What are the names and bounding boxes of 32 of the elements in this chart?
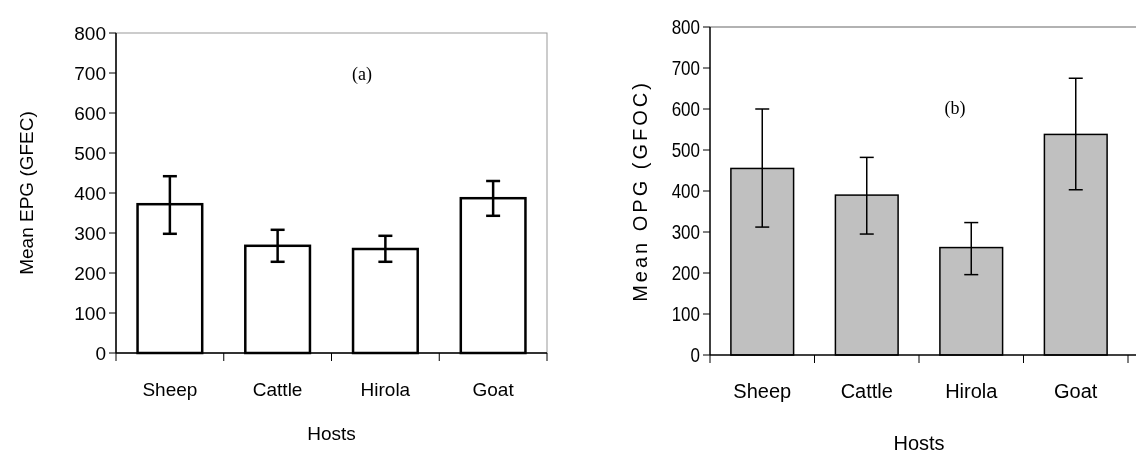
y-tick-label: 800 bbox=[671, 15, 700, 39]
x-tick-label: Cattle bbox=[840, 380, 893, 402]
y-tick-label: 400 bbox=[74, 182, 106, 204]
annotation: (b) bbox=[944, 98, 966, 119]
x-tick-label: Hirola bbox=[945, 380, 999, 402]
y-tick-label: 100 bbox=[74, 302, 106, 324]
annotation: (a) bbox=[352, 64, 372, 85]
y-tick-label: 300 bbox=[74, 222, 106, 244]
x-tick-label: Goat bbox=[472, 379, 515, 400]
x-tick-label: Sheep bbox=[142, 379, 198, 400]
x-axis-title: Hosts bbox=[307, 423, 356, 444]
x-tick-label: Goat bbox=[1054, 380, 1098, 402]
y-tick-label: 0 bbox=[95, 342, 106, 364]
x-tick-label: Cattle bbox=[252, 379, 303, 400]
y-tick-label: 0 bbox=[690, 343, 700, 367]
y-tick-label: 500 bbox=[74, 142, 106, 164]
y-tick-label: 100 bbox=[671, 302, 700, 326]
x-axis-title: Hosts bbox=[893, 432, 945, 454]
y-axis-title: Mean EPG (GFEC) bbox=[15, 111, 37, 275]
x-tick-label: Sheep bbox=[733, 380, 792, 402]
y-tick-label: 600 bbox=[74, 102, 106, 124]
y-tick-label: 700 bbox=[671, 56, 700, 80]
y-tick-label: 400 bbox=[671, 179, 700, 203]
y-tick-label: 700 bbox=[74, 62, 106, 84]
y-tick-label: 800 bbox=[74, 22, 106, 44]
y-tick-label: 200 bbox=[671, 261, 700, 285]
y-tick-label: 200 bbox=[74, 262, 106, 284]
y-tick-label: 500 bbox=[671, 138, 700, 162]
y-axis-title: Mean OPG (GFOC) bbox=[629, 80, 651, 302]
y-tick-label: 300 bbox=[671, 220, 700, 244]
x-tick-label: Hirola bbox=[360, 379, 411, 400]
y-tick-label: 600 bbox=[671, 97, 700, 121]
